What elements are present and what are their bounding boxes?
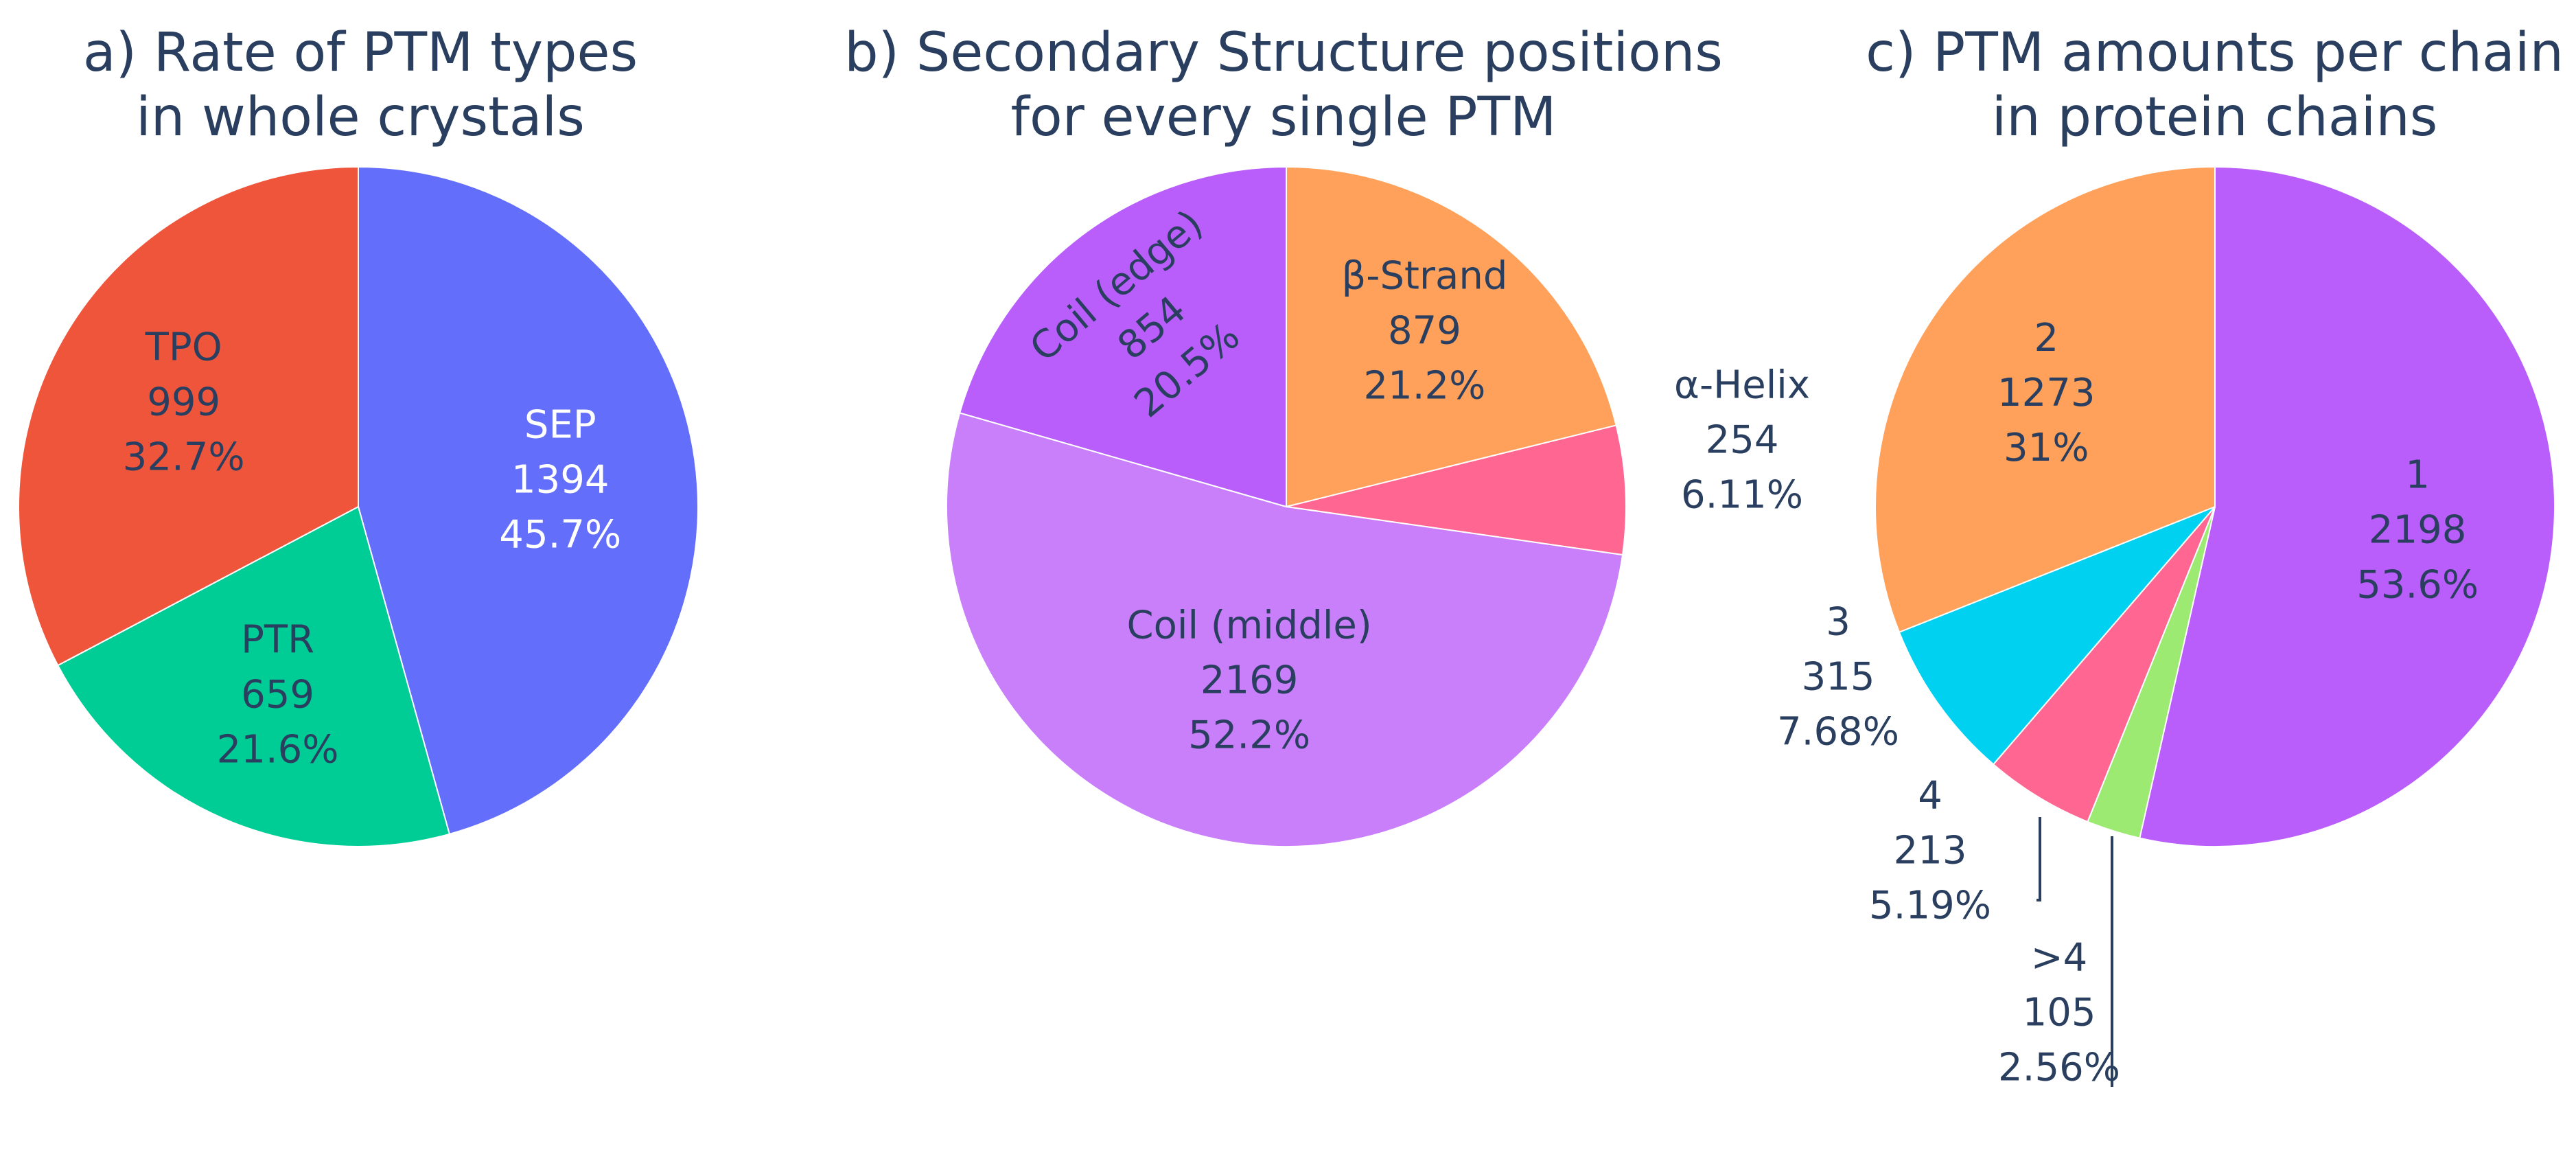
chart-a-title-line-2: in whole crystals (136, 87, 585, 148)
slice-name: β-Strand (1342, 253, 1508, 298)
slice-name: 3 (1826, 600, 1850, 645)
pie-c-slice-4 (1992, 506, 2216, 823)
pie-a-slice-label: TPO 999 32.7% (123, 325, 245, 479)
slice-name: PTR (241, 617, 314, 662)
slice-name: >4 (2031, 936, 2088, 980)
pie-a-slice-tpo (18, 165, 359, 667)
pie-a-slice-ptr (56, 505, 451, 847)
slice-percent: 5.19% (1869, 884, 1991, 928)
pie-b-slice-label: β-Strand 879 21.2% (1342, 253, 1508, 408)
slice-value: 2169 (1200, 658, 1299, 702)
chart-a-title-line-1: a) Rate of PTM types (82, 22, 638, 84)
slice-value: 999 (147, 380, 220, 424)
pie-b-slice-coil-middle (946, 412, 1624, 847)
pie-a-slice-label: PTR 659 21.6% (217, 617, 339, 772)
pie-b-slice-strand (1286, 165, 1617, 508)
slice-percent: 32.7% (123, 435, 245, 479)
chart-c-title: c) PTM amounts per chain in protein chai… (1853, 21, 2576, 150)
slice-name: 2 (2034, 316, 2058, 360)
pie-a-slice-sep (358, 165, 699, 836)
slice-value: 315 (1802, 655, 1875, 700)
slice-percent: 2.56% (1998, 1046, 2120, 1090)
pie-b-slice-helix (1286, 424, 1627, 556)
slice-percent: 52.2% (1188, 713, 1310, 757)
pie-chart-c: 1 2198 53.6% >4 105 2.56% 4 213 5.19% 3 315 7.68% 2 1… (1777, 165, 2555, 1090)
slice-value: 1273 (1997, 371, 2096, 415)
pie-chart-a: SEP 1394 45.7% PTR 659 21.6% TPO 999 32.7% (18, 165, 699, 847)
pie-b-slice-label: Coil (middle) 2169 52.2% (1127, 603, 1372, 757)
slice-percent: 7.68% (1777, 710, 1899, 755)
slice-name: SEP (524, 402, 596, 447)
slice-value: 879 (1388, 308, 1461, 353)
pie-a-slice-label: SEP 1394 45.7% (499, 402, 621, 557)
pie-c-slice-label: 2 1273 31% (1997, 316, 2096, 470)
pie-c-slice-label: >4 105 2.56% (1998, 936, 2120, 1090)
slice-name: α-Helix (1674, 363, 1810, 408)
pie-b-slice-label: α-Helix 254 6.11% (1674, 363, 1810, 518)
slice-name: 4 (1918, 774, 1942, 818)
slice-value: 254 (1706, 418, 1779, 463)
slice-percent: 45.7% (499, 512, 621, 557)
chart-b-title: b) Secondary Structure positions for eve… (824, 21, 1743, 150)
slice-value: 2198 (2369, 508, 2467, 553)
slice-value: 213 (1894, 829, 1967, 873)
chart-c-title-line-2: in protein chains (1991, 87, 2438, 148)
pie-c-slice-label: 3 315 7.68% (1777, 600, 1899, 755)
chart-b-title-line-2: for every single PTM (1010, 87, 1557, 148)
slice-name: Coil (middle) (1127, 603, 1372, 647)
pie-c-slice-label: 4 213 5.19% (1869, 774, 1991, 928)
pie-b-slice-coil-edge (959, 165, 1287, 508)
chart-a-title: a) Rate of PTM types in whole crystals (0, 21, 721, 150)
slice-percent: 21.6% (217, 727, 339, 772)
pie-c-slice-3 (1898, 506, 2216, 766)
pie-c-leader-line (2037, 817, 2041, 901)
chart-b-title-line-1: b) Secondary Structure positions (844, 22, 1723, 84)
slice-percent: 31% (2004, 426, 2089, 470)
slice-name: 1 (2405, 453, 2430, 498)
slice-value: 1394 (511, 457, 610, 502)
slice-percent: 6.11% (1681, 473, 1803, 518)
chart-c-title-line-1: c) PTM amounts per chain (1866, 22, 2564, 84)
slice-value: 105 (2023, 991, 2096, 1035)
slice-percent: 53.6% (2356, 563, 2479, 608)
pie-c-slice-2 (1875, 165, 2216, 634)
slice-percent: 21.2% (1363, 363, 1485, 408)
pie-c-slice-1 (2139, 165, 2555, 847)
pie-chart-b: β-Strand 879 21.2% α-Helix 254 6.11% Coil (mid… (946, 165, 1810, 847)
pie-c-slice-label: 1 2198 53.6% (2356, 453, 2479, 608)
slice-value: 659 (241, 672, 314, 717)
slice-name: TPO (145, 325, 222, 369)
